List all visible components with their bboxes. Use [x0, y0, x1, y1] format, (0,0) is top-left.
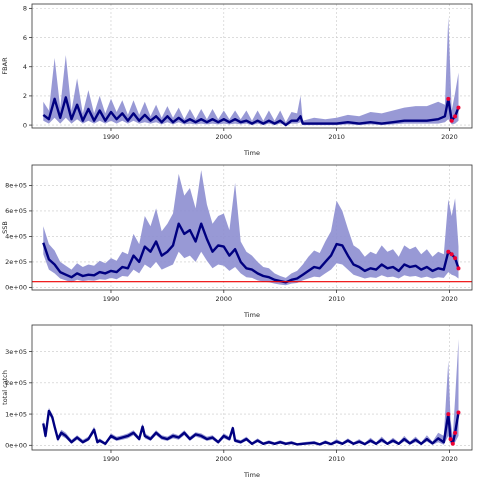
highlight-point: [456, 106, 460, 110]
x-tick-label: 2020: [441, 455, 458, 463]
y-tick-label: 4: [23, 63, 27, 71]
x-tick-label: 1990: [103, 455, 120, 463]
x-tick-label: 1990: [103, 133, 120, 141]
x-tick-label: 2000: [216, 133, 233, 141]
highlight-point: [446, 250, 450, 254]
highlight-point: [449, 437, 453, 441]
x-tick-label: 1990: [103, 295, 120, 303]
highlight-point: [453, 114, 457, 118]
highlight-point: [453, 256, 457, 260]
y-tick-label: 2: [23, 92, 27, 100]
highlight-point: [446, 412, 450, 416]
highlight-point: [450, 119, 454, 123]
y-tick-label: 8: [23, 5, 27, 13]
y-tick-label: 8e+05: [5, 182, 27, 190]
x-tick-label: 2020: [441, 133, 458, 141]
highlight-point: [456, 411, 460, 415]
x-tick-label: 2010: [328, 295, 345, 303]
y-tick-label: 0e+00: [5, 442, 27, 450]
x-tick-label: 2000: [216, 455, 233, 463]
y-axis-label: SSB: [1, 221, 9, 234]
highlight-point: [456, 266, 460, 270]
highlight-point: [451, 442, 455, 446]
y-tick-label: 6: [23, 34, 27, 42]
y-tick-label: 1e+05: [5, 410, 27, 418]
highlight-point: [450, 252, 454, 256]
x-axis-label: Time: [243, 311, 260, 319]
y-tick-label: 3e+05: [5, 348, 27, 356]
y-tick-label: 0e+00: [5, 284, 27, 292]
x-axis-label: Time: [243, 149, 260, 157]
x-tick-label: 2010: [328, 133, 345, 141]
highlight-point: [453, 431, 457, 435]
y-tick-label: 6e+05: [5, 207, 27, 215]
x-tick-label: 2000: [216, 295, 233, 303]
highlight-point: [446, 97, 450, 101]
y-tick-label: 0: [23, 121, 27, 129]
y-axis-label: total catch: [1, 370, 9, 405]
x-axis-label: Time: [243, 471, 260, 479]
x-tick-label: 2010: [328, 455, 345, 463]
y-tick-label: 2e+05: [5, 258, 27, 266]
y-axis-label: FBAR: [1, 57, 9, 75]
x-tick-label: 2020: [441, 295, 458, 303]
